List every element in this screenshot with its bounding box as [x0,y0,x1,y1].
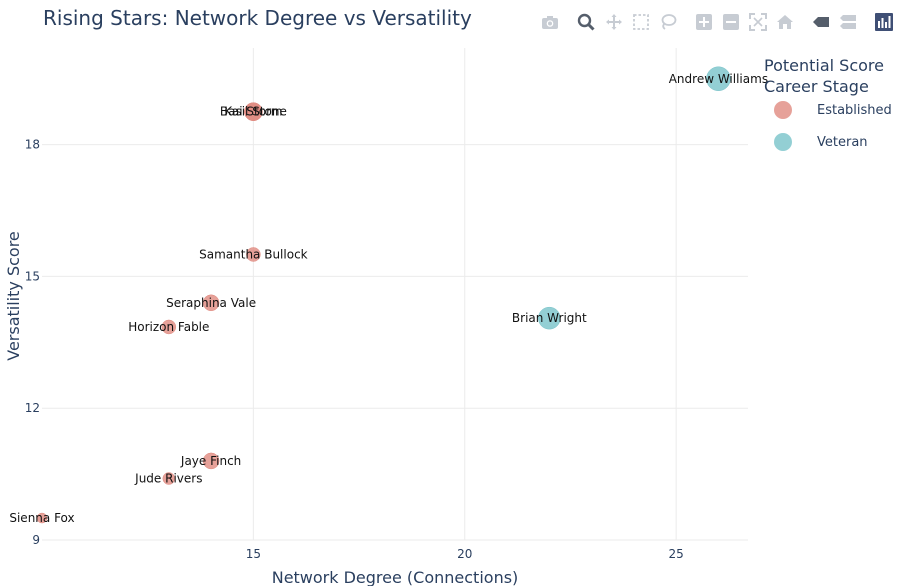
x-tick-label: 25 [668,547,683,561]
compare-hover-icon[interactable] [836,10,860,34]
chart-title: Rising Stars: Network Degree vs Versatil… [43,6,472,30]
legend-title-line2: Career Stage [764,77,869,96]
lasso-select-icon[interactable] [656,10,680,34]
x-tick-label: 15 [246,547,261,561]
data-label: Basil Stone [220,105,287,119]
data-point[interactable] [202,452,220,470]
zoom-icon[interactable] [574,10,598,34]
spike-lines-icon[interactable] [809,10,833,34]
grid-lines [42,48,748,541]
legend-label-established: Established [817,102,892,118]
data-label: Andrew Williams [669,72,768,86]
data-point[interactable] [246,247,261,262]
data-point[interactable] [538,306,561,330]
legend: Potential Score Career Stage Established… [764,55,892,151]
y-tick-label: 18 [25,138,40,152]
data-label: Sienna Fox [9,511,74,525]
tick-labels: 15 20 25 9 12 15 18 [25,138,684,561]
data-label: Seraphina Vale [166,296,256,310]
data-point[interactable] [36,512,48,524]
data-label: Samantha Bullock [199,247,308,261]
y-axis-title: Versatility Score [4,231,23,361]
data-point[interactable] [706,66,731,91]
data-point[interactable] [162,472,176,485]
data-point[interactable] [202,294,220,312]
reset-axes-icon[interactable] [773,10,797,34]
plotly-logo-icon[interactable] [872,10,896,34]
x-axis-title: Network Degree (Connections) [272,568,519,586]
zoom-out-icon[interactable] [719,10,743,34]
y-tick-label: 9 [32,533,40,547]
legend-item-established[interactable]: Established [774,98,892,122]
data-points [36,66,731,524]
zoom-in-icon[interactable] [692,10,716,34]
pan-icon[interactable] [602,10,626,34]
data-label: Brian Wright [512,311,587,325]
legend-title-line1: Potential Score [764,56,884,75]
legend-label-veteran: Veteran [817,134,868,150]
data-label: Horizon Fable [128,320,209,334]
data-point[interactable] [244,102,263,121]
y-tick-label: 15 [25,269,40,283]
autoscale-icon[interactable] [746,10,770,34]
data-label: Jude Rivers [134,472,202,486]
data-label: Kai Storm [224,105,282,119]
box-select-icon[interactable] [629,10,653,34]
legend-marker-established [774,101,792,119]
legend-marker-veteran [774,133,792,151]
x-tick-label: 20 [457,547,472,561]
legend-item-veteran[interactable]: Veteran [774,130,868,154]
y-tick-label: 12 [25,401,40,415]
camera-icon[interactable] [538,10,562,34]
data-label: Jaye Finch [180,454,241,468]
data-point[interactable] [161,319,177,335]
